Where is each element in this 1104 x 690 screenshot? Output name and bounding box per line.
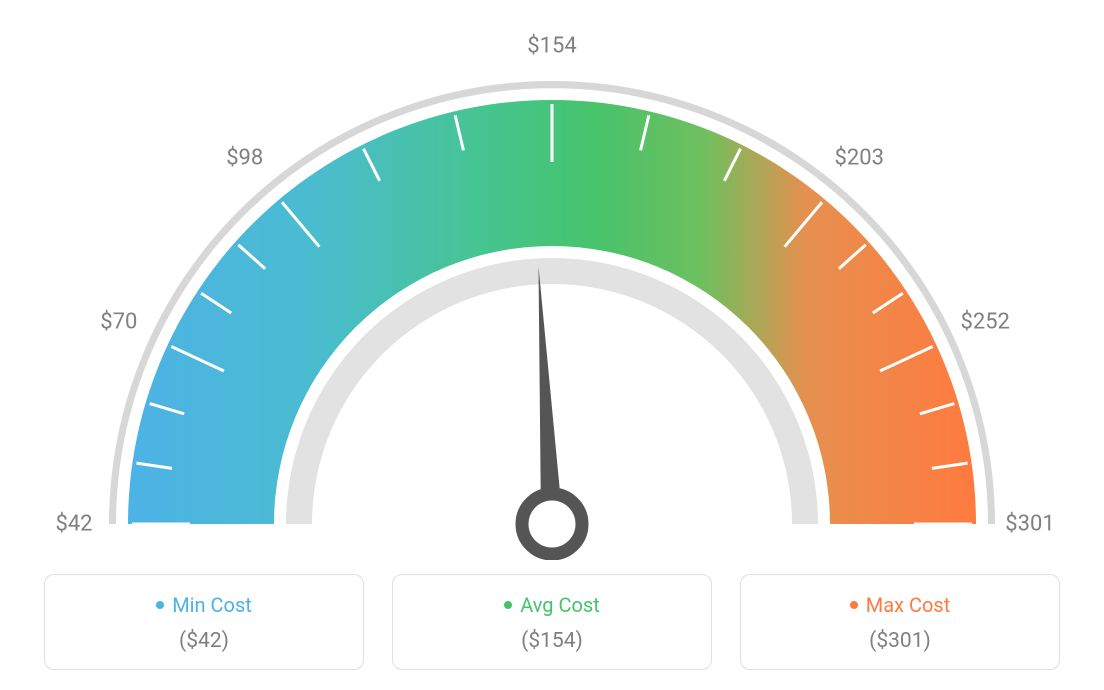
gauge-tick-label: $42 (55, 512, 92, 537)
legend-title-max: Max Cost (866, 593, 951, 617)
legend-dot-max (850, 601, 858, 609)
gauge-tick-label: $203 (835, 145, 884, 170)
gauge-svg (0, 0, 1104, 560)
legend-title-min: Min Cost (172, 593, 252, 617)
legend-dot-avg (504, 601, 512, 609)
legend-row: Min Cost ($42) Avg Cost ($154) Max Cost … (0, 574, 1104, 670)
legend-value-min: ($42) (55, 629, 353, 653)
gauge-tick-label: $70 (100, 309, 137, 334)
gauge-tick-label: $154 (527, 34, 576, 59)
legend-title-avg: Avg Cost (520, 593, 600, 617)
legend-card-min: Min Cost ($42) (44, 574, 364, 670)
gauge-tick-label: $301 (1005, 512, 1054, 537)
legend-value-avg: ($154) (403, 629, 701, 653)
gauge-chart: $42 $70 $98 $154 $203 $252 $301 (0, 0, 1104, 560)
legend-value-max: ($301) (751, 629, 1049, 653)
gauge-tick-label: $98 (226, 145, 263, 170)
legend-card-avg: Avg Cost ($154) (392, 574, 712, 670)
legend-card-max: Max Cost ($301) (740, 574, 1060, 670)
gauge-tick-label: $252 (960, 309, 1009, 334)
legend-dot-min (156, 601, 164, 609)
